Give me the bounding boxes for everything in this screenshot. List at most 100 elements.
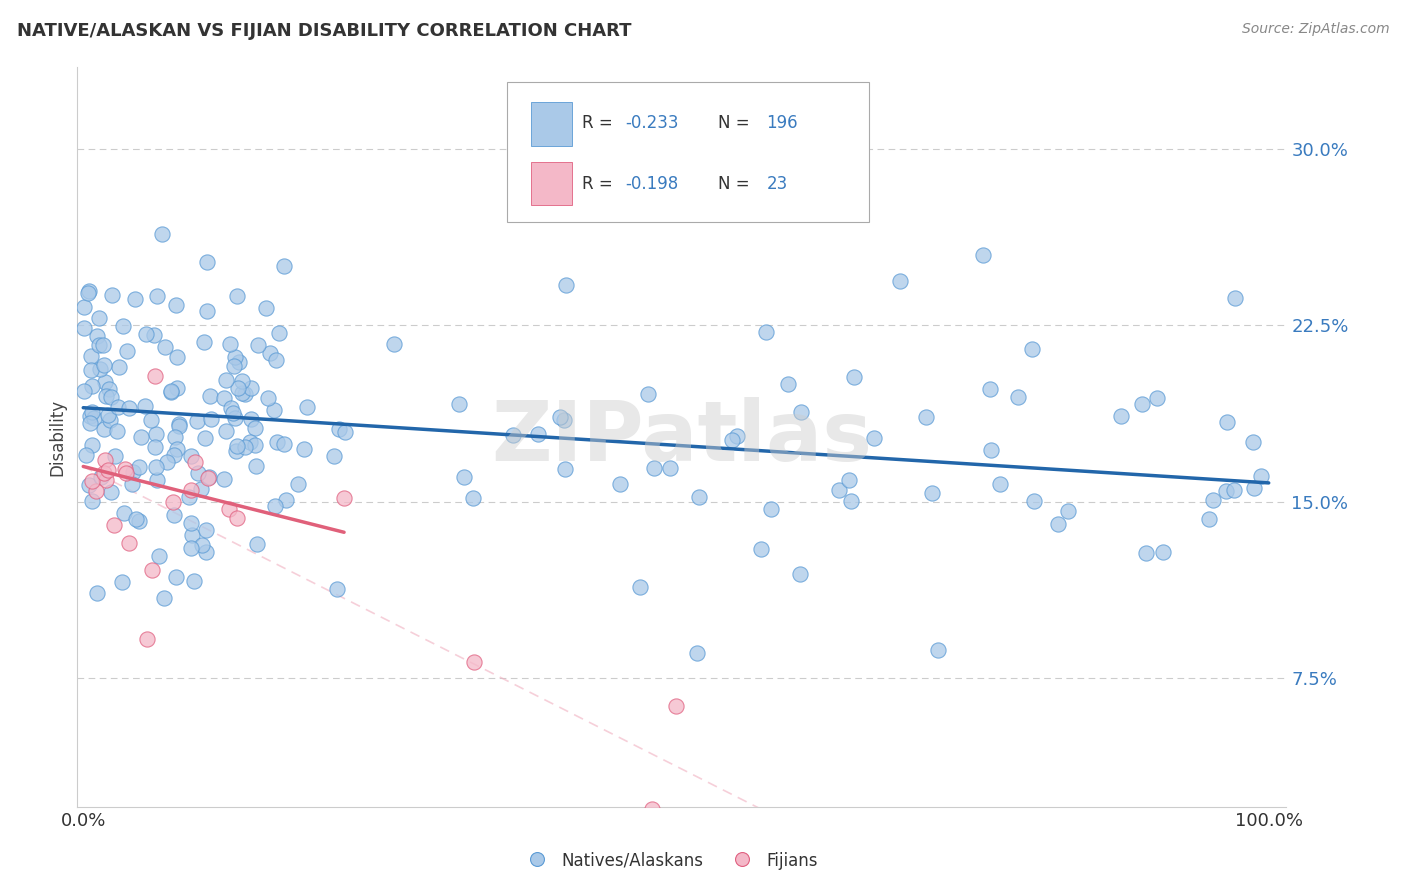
Point xyxy=(842,370,865,384)
Point xyxy=(226,381,249,395)
Point xyxy=(73,384,96,399)
Point xyxy=(665,698,688,713)
Text: N =: N = xyxy=(718,114,755,132)
Point xyxy=(100,485,122,500)
Point xyxy=(555,277,578,292)
Point xyxy=(231,385,253,400)
Point xyxy=(100,288,122,302)
Point xyxy=(112,506,135,520)
Point xyxy=(112,318,135,333)
Point xyxy=(226,439,249,453)
Point xyxy=(197,471,219,485)
Point xyxy=(195,254,218,268)
Point xyxy=(447,397,470,411)
Point xyxy=(79,416,101,430)
Point xyxy=(153,591,176,605)
Point xyxy=(333,491,356,506)
Point xyxy=(180,541,202,555)
Point xyxy=(129,430,152,444)
Point xyxy=(686,646,709,660)
Point xyxy=(222,406,245,420)
Point xyxy=(143,327,166,342)
Point xyxy=(89,361,111,376)
Point xyxy=(233,440,256,454)
Point xyxy=(245,458,267,473)
Point xyxy=(186,414,208,428)
Point xyxy=(198,389,221,403)
Point xyxy=(183,574,205,588)
Point xyxy=(725,429,748,443)
Point xyxy=(1215,484,1237,499)
Point xyxy=(83,411,105,425)
Point xyxy=(80,362,103,376)
Point xyxy=(266,434,288,449)
Point xyxy=(1241,435,1264,450)
Point xyxy=(245,421,267,435)
Point xyxy=(148,549,170,564)
Point xyxy=(135,327,157,342)
Point xyxy=(214,472,236,486)
Point xyxy=(145,426,167,441)
Point xyxy=(97,408,120,422)
Point xyxy=(292,442,315,456)
Point xyxy=(200,412,222,426)
Point xyxy=(195,544,218,558)
Point xyxy=(328,422,350,436)
Point xyxy=(134,399,156,413)
Point xyxy=(256,392,278,406)
Point xyxy=(98,413,121,427)
FancyBboxPatch shape xyxy=(531,103,572,146)
Point xyxy=(115,344,138,359)
Point xyxy=(107,424,129,438)
Point xyxy=(180,516,202,530)
Point xyxy=(121,465,143,479)
Point xyxy=(180,449,202,463)
Point xyxy=(166,351,188,365)
Point xyxy=(641,801,664,815)
Point xyxy=(246,537,269,551)
Point xyxy=(91,338,114,352)
Point xyxy=(1216,415,1239,429)
Point xyxy=(114,462,136,476)
Point xyxy=(79,409,101,424)
Point xyxy=(94,453,117,467)
Point xyxy=(107,400,129,414)
Point xyxy=(259,346,281,360)
Point xyxy=(927,643,949,657)
Point xyxy=(226,511,249,525)
Point xyxy=(86,484,108,499)
Point xyxy=(643,461,665,475)
Point xyxy=(73,301,96,315)
Point xyxy=(93,359,115,373)
Point xyxy=(333,425,356,439)
Text: NATIVE/ALASKAN VS FIJIAN DISABILITY CORRELATION CHART: NATIVE/ALASKAN VS FIJIAN DISABILITY CORR… xyxy=(17,22,631,40)
Point xyxy=(190,538,212,552)
Point xyxy=(135,632,157,646)
Point xyxy=(980,442,1002,457)
Point xyxy=(97,463,120,477)
Point xyxy=(212,392,235,406)
Point xyxy=(118,536,141,550)
Point xyxy=(1250,468,1272,483)
Point xyxy=(128,459,150,474)
Point xyxy=(96,473,118,487)
Text: -0.233: -0.233 xyxy=(626,114,679,132)
Point xyxy=(76,286,98,301)
Point xyxy=(86,328,108,343)
Point xyxy=(240,381,263,395)
Point xyxy=(219,337,242,351)
Point xyxy=(103,517,125,532)
Point xyxy=(163,449,186,463)
Point xyxy=(94,389,117,403)
Point xyxy=(254,301,277,316)
Point xyxy=(295,400,318,414)
Point xyxy=(972,248,994,262)
Point xyxy=(160,384,183,398)
Point xyxy=(246,338,269,352)
Point xyxy=(218,502,240,516)
Point xyxy=(778,376,800,391)
Point xyxy=(659,461,682,475)
Point xyxy=(231,374,253,388)
Y-axis label: Disability: Disability xyxy=(48,399,66,475)
Point xyxy=(128,514,150,528)
